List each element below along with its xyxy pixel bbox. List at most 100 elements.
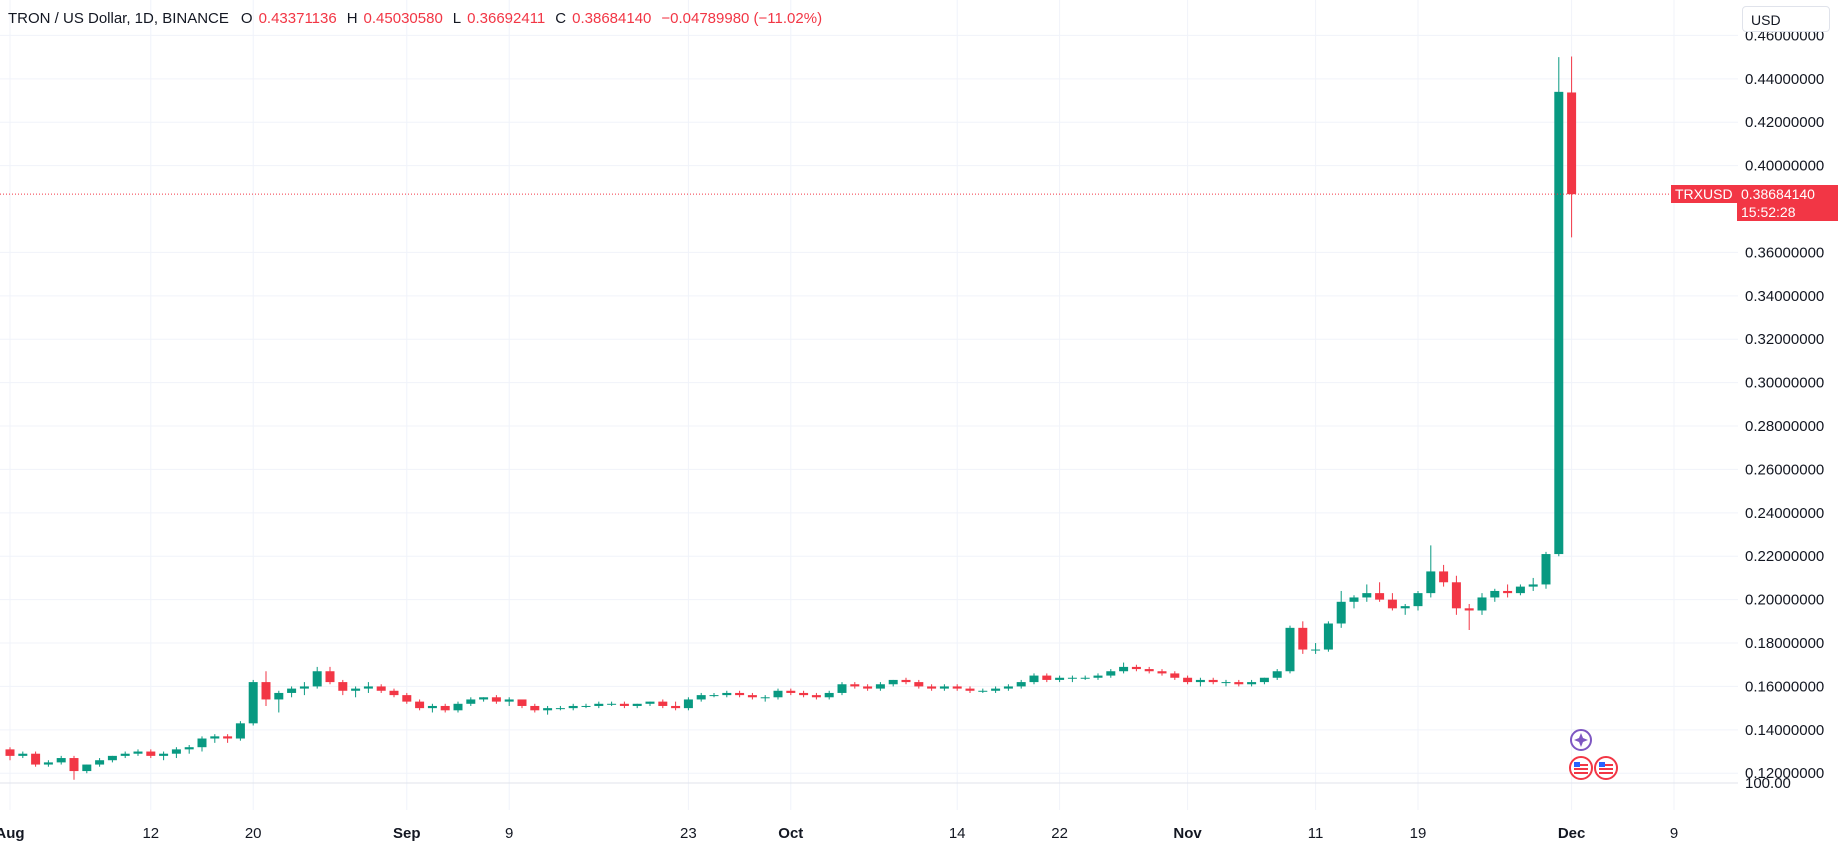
time-tick-label: 23 [680, 825, 697, 842]
candle-body [722, 692, 732, 696]
candle [1490, 588, 1500, 602]
candle-body [517, 699, 527, 706]
us-flag-event-icon[interactable] [1569, 756, 1593, 780]
close-value: 0.38684140 [572, 10, 652, 27]
candle [184, 745, 194, 754]
candle [696, 692, 706, 702]
candle-body [683, 699, 693, 709]
candle [1477, 593, 1487, 615]
candle [1528, 577, 1538, 591]
candle [171, 747, 181, 759]
candle-body [1451, 582, 1461, 609]
candle [1195, 677, 1205, 687]
candle [799, 690, 809, 698]
candle-body [850, 684, 860, 687]
candle-body [1285, 627, 1295, 672]
candle-body [171, 749, 181, 754]
candle-body [466, 699, 476, 704]
candle-body [568, 705, 578, 709]
candle-body [658, 701, 668, 706]
ideas-icon[interactable] [1570, 729, 1592, 751]
candle [287, 686, 297, 698]
candle [952, 684, 962, 691]
candle [927, 684, 937, 691]
candle [261, 671, 271, 706]
candle-body [479, 697, 489, 700]
candle-body [235, 723, 245, 739]
candle-body [875, 684, 885, 689]
candle [914, 679, 924, 689]
candle [824, 690, 834, 700]
candle-body [1106, 671, 1116, 676]
candle [466, 697, 476, 706]
candle [671, 701, 681, 711]
candle-body [555, 708, 565, 710]
time-tick-label: 20 [245, 825, 262, 842]
candle [1272, 669, 1282, 680]
candle [1119, 662, 1129, 674]
candle-body [1247, 682, 1257, 685]
candle-body [1349, 597, 1359, 602]
price-axis: 0.460000000.440000000.420000000.40000000… [1745, 27, 1824, 792]
candle [1451, 575, 1461, 615]
price-tick-label: 0.40000000 [1745, 158, 1824, 175]
candle-body [1375, 593, 1385, 600]
candle-body [248, 682, 258, 724]
candle [95, 758, 105, 767]
candle-body [1400, 606, 1410, 609]
candle [517, 699, 527, 709]
candle [453, 701, 463, 713]
candle-body [1298, 627, 1308, 650]
candle-body [69, 758, 79, 772]
candle [312, 666, 322, 689]
high-value: 0.45030580 [363, 10, 443, 27]
candle [683, 697, 693, 711]
candle-body [952, 686, 962, 689]
candle-body [1131, 666, 1141, 670]
candle [1170, 671, 1180, 680]
candle-body [120, 753, 130, 756]
candle-body [619, 703, 629, 706]
candle [1349, 595, 1359, 609]
us-flag-event-icon[interactable] [1594, 756, 1618, 780]
candle [1515, 584, 1525, 596]
time-tick-label: 11 [1308, 825, 1324, 842]
candle [1106, 669, 1116, 678]
candle [338, 679, 348, 696]
candle-body [1323, 623, 1333, 650]
candle [18, 751, 28, 759]
currency-button[interactable]: USD [1742, 6, 1830, 32]
candle [415, 699, 425, 711]
candle [543, 705, 553, 715]
candle-body [1413, 593, 1423, 607]
price-tick-label: 0.28000000 [1745, 418, 1824, 435]
symbol-title[interactable]: TRON / US Dollar, 1D, BINANCE [8, 10, 229, 27]
candle [1029, 673, 1039, 685]
candle-body [5, 749, 15, 756]
candle-body [1362, 593, 1372, 598]
candle [811, 692, 821, 700]
candle-body [747, 695, 757, 698]
candle-body [1541, 554, 1551, 585]
candle-body [1464, 608, 1474, 611]
candle [479, 697, 489, 702]
candle-body [133, 751, 143, 754]
candle-body [1067, 677, 1077, 679]
candle [568, 703, 578, 711]
candle-body [1311, 649, 1321, 651]
candle [427, 703, 437, 713]
price-tick-label: 0.44000000 [1745, 71, 1824, 88]
candle [325, 666, 335, 685]
time-tick-label: 14 [949, 825, 966, 842]
candle [159, 751, 169, 761]
candle [555, 705, 565, 711]
high-label: H [346, 10, 358, 27]
candle [351, 686, 361, 698]
price-tick-label: 0.12000000 [1745, 765, 1824, 782]
price-tick-label: 0.20000000 [1745, 592, 1824, 609]
candle-body [287, 688, 297, 693]
price-tick-label: 0.30000000 [1745, 375, 1824, 392]
candle-body [159, 753, 169, 756]
candle [376, 684, 386, 693]
